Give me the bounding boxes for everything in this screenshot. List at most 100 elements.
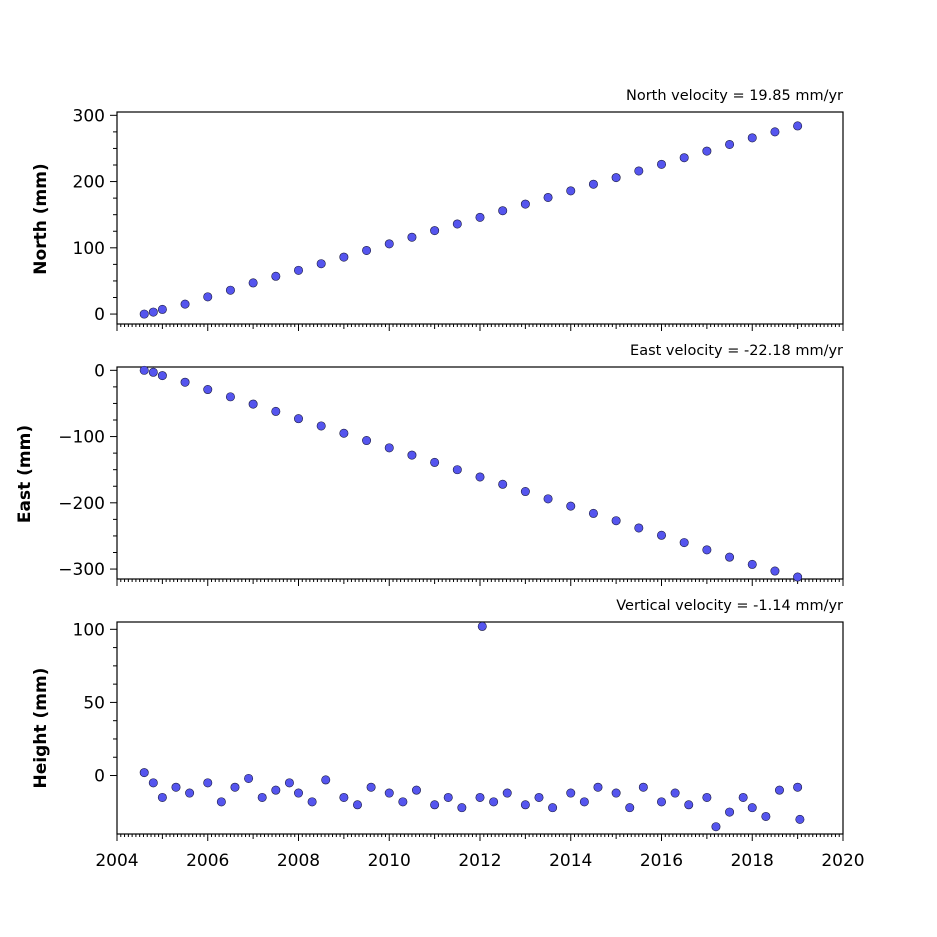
data-point: [284, 778, 294, 788]
data-point: [611, 516, 621, 526]
data-point: [747, 133, 757, 143]
data-point: [139, 365, 149, 375]
y-tick-label: −300: [58, 560, 105, 580]
data-point: [407, 450, 417, 460]
y-tick-label: 0: [94, 767, 105, 787]
data-point: [611, 173, 621, 183]
data-point: [430, 226, 440, 236]
data-point: [638, 782, 648, 792]
data-point: [244, 773, 254, 783]
data-point: [679, 538, 689, 548]
vertical-velocity-label: Vertical velocity = -1.14 mm/yr: [616, 598, 843, 614]
data-point: [339, 252, 349, 262]
data-point: [543, 494, 553, 504]
east-axis-title: East (mm): [15, 425, 35, 523]
data-point: [148, 307, 158, 317]
data-point: [321, 775, 331, 785]
x-tick-label: 2004: [95, 851, 138, 871]
y-tick-label: 50: [83, 693, 105, 713]
data-point: [489, 797, 499, 807]
data-point: [656, 159, 666, 169]
data-point: [257, 792, 267, 802]
data-point: [225, 285, 235, 295]
data-point: [157, 371, 167, 381]
east-velocity-label: East velocity = -22.18 mm/yr: [630, 343, 843, 359]
data-point: [430, 800, 440, 810]
data-point: [793, 572, 803, 582]
y-tick-label: 100: [73, 620, 105, 640]
data-point: [271, 406, 281, 416]
x-tick-label: 2006: [186, 851, 229, 871]
data-point: [339, 428, 349, 438]
data-point: [457, 803, 467, 813]
data-point: [407, 232, 417, 242]
data-point: [316, 421, 326, 431]
y-tick-label: −200: [58, 494, 105, 514]
data-point: [248, 399, 258, 409]
data-point: [475, 472, 485, 482]
y-tick-label: −100: [58, 428, 105, 448]
data-point: [520, 800, 530, 810]
data-point: [593, 782, 603, 792]
data-point: [384, 239, 394, 249]
plot-frame: [116, 621, 844, 835]
data-point: [366, 782, 376, 792]
data-point: [339, 792, 349, 802]
data-point: [611, 788, 621, 798]
data-point: [747, 559, 757, 569]
data-point: [443, 792, 453, 802]
data-point: [430, 457, 440, 467]
height-axis-title: Height (mm): [31, 668, 51, 789]
y-tick-label: 300: [73, 106, 105, 126]
data-point: [566, 788, 576, 798]
data-point: [352, 800, 362, 810]
data-point: [148, 367, 158, 377]
data-point: [203, 385, 213, 395]
data-point: [588, 508, 598, 518]
data-point: [157, 792, 167, 802]
north-panel: North velocity = 19.85 mm/yr North (mm) …: [31, 88, 844, 331]
data-point: [139, 309, 149, 319]
data-point: [271, 271, 281, 281]
data-point: [725, 807, 735, 817]
data-point: [180, 377, 190, 387]
data-point: [634, 523, 644, 533]
data-point: [475, 212, 485, 222]
x-tick-label: 2014: [549, 851, 592, 871]
data-point: [679, 153, 689, 163]
data-point: [157, 304, 167, 314]
data-point: [625, 803, 635, 813]
x-tick-label: 2010: [368, 851, 411, 871]
data-point: [579, 797, 589, 807]
data-point: [656, 530, 666, 540]
data-point: [711, 822, 721, 832]
data-point: [702, 792, 712, 802]
data-point: [180, 299, 190, 309]
data-point: [316, 259, 326, 269]
x-tick-label: 2018: [731, 851, 774, 871]
data-point: [702, 146, 712, 156]
data-point: [216, 797, 226, 807]
data-point: [747, 803, 757, 813]
data-point: [230, 782, 240, 792]
data-point: [498, 206, 508, 216]
data-point: [566, 501, 576, 511]
x-tick-label: 2008: [277, 851, 320, 871]
data-point: [502, 788, 512, 798]
data-point: [384, 788, 394, 798]
data-point: [793, 121, 803, 131]
north-axis-title: North (mm): [31, 163, 51, 274]
data-point: [588, 179, 598, 189]
x-tick-label: 2012: [458, 851, 501, 871]
y-tick-label: 200: [73, 173, 105, 193]
data-point: [725, 139, 735, 149]
data-point: [702, 545, 712, 555]
data-point: [248, 278, 258, 288]
y-tick-label: 100: [73, 239, 105, 259]
data-point: [761, 811, 771, 821]
data-point: [520, 199, 530, 209]
data-point: [770, 127, 780, 137]
data-point: [203, 778, 213, 788]
data-point: [384, 443, 394, 453]
x-tick-label: 2016: [640, 851, 683, 871]
